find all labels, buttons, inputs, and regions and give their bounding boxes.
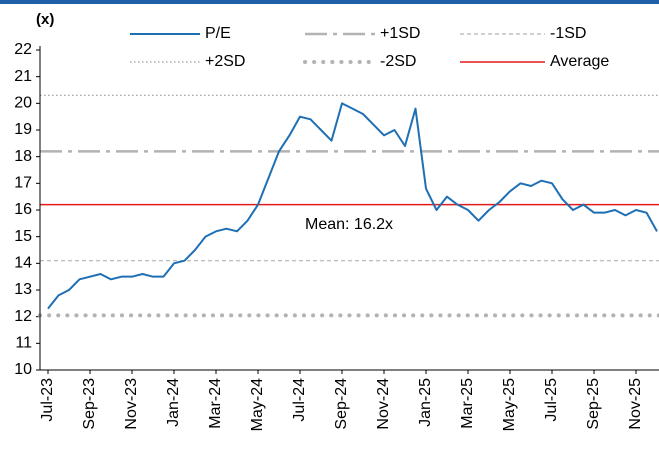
y-tick-label: 15 <box>14 228 32 245</box>
pe-line <box>47 102 658 310</box>
header-bar <box>0 0 659 4</box>
x-tick-label: Jul-23 <box>39 378 56 422</box>
x-tick-label: Nov-23 <box>123 378 140 430</box>
x-tick-label: Jan-24 <box>165 378 182 427</box>
x-tick-label: Jan-25 <box>417 378 434 427</box>
x-tick-label: Nov-25 <box>627 378 644 430</box>
x-tick-label: Sep-24 <box>333 378 350 430</box>
x-tick-label: Nov-24 <box>375 378 392 430</box>
legend-label: -2SD <box>380 53 416 70</box>
x-tick-label: Mar-25 <box>459 378 476 429</box>
y-tick-label: 22 <box>14 41 32 58</box>
y-tick-label: 14 <box>14 255 32 272</box>
y-tick-label: 18 <box>14 148 32 165</box>
legend-label: +2SD <box>205 53 245 70</box>
x-tick-label: Sep-23 <box>81 378 98 430</box>
y-tick-label: 21 <box>14 68 32 85</box>
y-tick-label: 17 <box>14 175 32 192</box>
y-axis-label: (x) <box>36 11 54 28</box>
x-tick-label: May-24 <box>249 378 266 431</box>
legend-label: +1SD <box>380 25 420 42</box>
x-tick-label: May-25 <box>501 378 518 431</box>
y-tick-label: 20 <box>14 95 32 112</box>
y-tick-label: 12 <box>14 308 32 325</box>
x-tick-label: Sep-25 <box>585 378 602 430</box>
legend-label: P/E <box>205 25 231 42</box>
x-tick-label: Jul-24 <box>291 378 308 422</box>
x-tick-label: Jul-25 <box>543 378 560 422</box>
legend-label: Average <box>550 53 609 70</box>
legend-label: -1SD <box>550 25 586 42</box>
y-tick-label: 19 <box>14 121 32 138</box>
y-tick-label: 16 <box>14 201 32 218</box>
y-tick-label: 10 <box>14 361 32 378</box>
annotation: Mean: 16.2x <box>305 216 393 233</box>
y-tick-label: 13 <box>14 281 32 298</box>
x-tick-label: Mar-24 <box>207 378 224 429</box>
y-tick-label: 11 <box>15 335 32 352</box>
